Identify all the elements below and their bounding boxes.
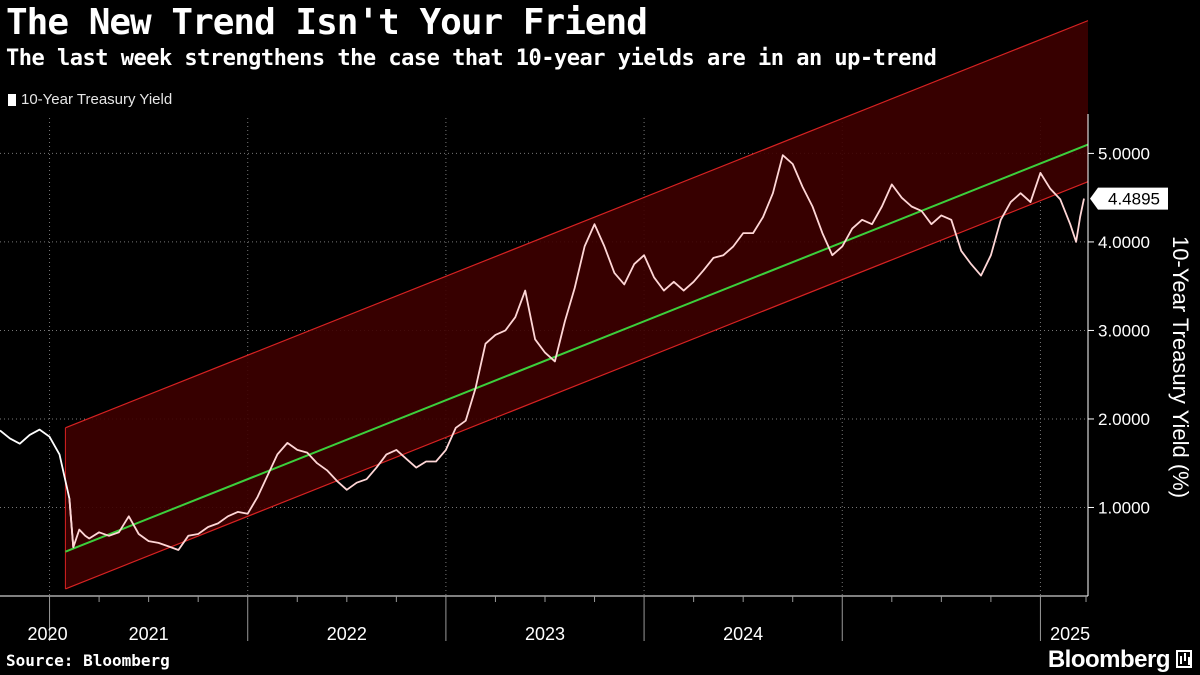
x-tick-label: 2023: [525, 624, 565, 644]
y-tick-label: 2.0000: [1098, 410, 1150, 429]
chart-subtitle: The last week strengthens the case that …: [6, 46, 937, 71]
trend-line: [65, 143, 1089, 553]
last-value-box: [1090, 187, 1168, 210]
channel-lower-line: [65, 181, 1089, 590]
y-tick-label: 4.0000: [1098, 233, 1150, 252]
x-tick-label: 2024: [723, 624, 763, 644]
axes: 1.0000 2.0000 3.0000 4.0000 5.0000 2020 2021 20…: [0, 114, 1193, 644]
y-tick-label: 1.0000: [1098, 498, 1150, 517]
series-line-in-channel: [68, 154, 1085, 551]
x-tick-label: 2021: [129, 624, 169, 644]
legend-swatch: [8, 93, 16, 106]
channel-upper-line: [65, 20, 1089, 429]
x-tick-label: 2025: [1050, 624, 1090, 644]
x-tick-label: 2022: [327, 624, 367, 644]
channel-band: [65, 20, 1088, 589]
legend: 10-Year Treasury Yield: [8, 91, 172, 108]
source-note: Source: Bloomberg: [6, 651, 170, 670]
trend-channel: [64, 20, 1089, 590]
last-value-label: 4.4895: [1108, 190, 1160, 209]
last-value-tag: 4.4895: [1090, 187, 1168, 210]
bloomberg-logo: Bloomberg: [1047, 646, 1171, 673]
y-tick-label: 3.0000: [1098, 321, 1150, 340]
bloomberg-logo-icon: [1176, 650, 1192, 668]
series-layer: [0, 154, 1085, 551]
legend-label: 10-Year Treasury Yield: [21, 91, 173, 108]
x-tick-label: 2020: [28, 624, 68, 644]
y-axis-title: 10-Year Treasury Yield (%): [1168, 236, 1193, 498]
chart-title: The New Trend Isn't Your Friend: [6, 2, 648, 43]
series-line-pre-channel: [0, 428, 75, 548]
y-tick-label: 5.0000: [1098, 144, 1150, 163]
